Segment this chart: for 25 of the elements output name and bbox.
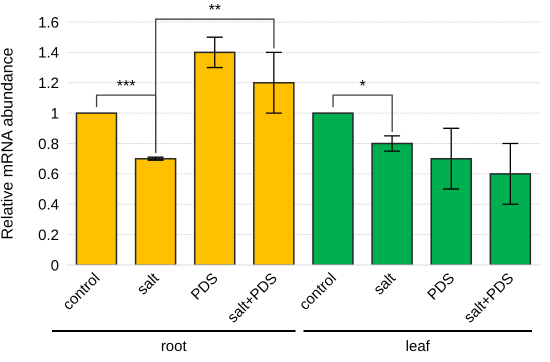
bar — [371, 142, 413, 265]
text: ** — [208, 2, 222, 20]
y-axis-title: Relative mRNA abundance — [0, 47, 17, 240]
text: root — [160, 338, 188, 355]
y-tick-label: 0.6 — [38, 166, 59, 184]
bar — [76, 112, 118, 265]
y-tick-label: 1.6 — [38, 14, 59, 32]
bar — [490, 173, 532, 265]
annotation: *** — [116, 78, 136, 96]
bar — [194, 52, 236, 265]
y-tick-label: 1.2 — [38, 75, 59, 92]
y-tick-label: 1.4 — [38, 44, 59, 62]
text: leaf — [406, 338, 431, 355]
x-tick-label: salt — [134, 269, 164, 298]
bar — [134, 158, 176, 265]
y-tick-label: 0.2 — [38, 226, 59, 244]
bar — [430, 158, 472, 265]
y-tick-label: 0.4 — [38, 196, 59, 214]
bar — [253, 82, 295, 265]
y-tick-label: 1 — [50, 105, 59, 122]
x-tick-label: salt — [370, 269, 400, 298]
bar — [312, 112, 354, 265]
y-tick-label: 0 — [50, 257, 59, 274]
annotation: * — [360, 78, 366, 96]
y-tick-label: 0.8 — [38, 136, 59, 153]
